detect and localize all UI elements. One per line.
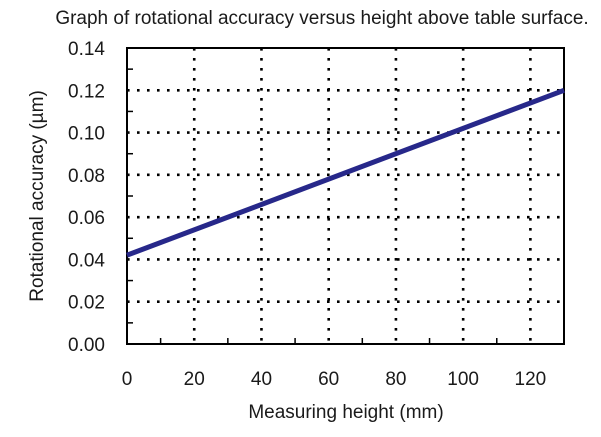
- x-tick-label: 20: [184, 369, 205, 390]
- series-layer: [126, 87, 565, 258]
- minor-ticks: [127, 68, 498, 344]
- y-tick-label: 0.12: [68, 81, 105, 102]
- y-tick-label: 0.06: [68, 208, 105, 229]
- x-tick-label: 40: [251, 369, 272, 390]
- x-tick-labels: 0 20 40 60 80 100 120: [122, 369, 547, 390]
- x-tick-label: 100: [447, 369, 479, 390]
- series-line: [126, 87, 565, 258]
- y-tick-label: 0.00: [68, 335, 105, 356]
- x-tick-label: 0: [122, 369, 133, 390]
- x-axis-label: Measuring height (mm): [248, 402, 443, 423]
- y-tick-label: 0.14: [68, 39, 105, 60]
- plot-frame: [126, 47, 565, 345]
- chart-title: Graph of rotational accuracy versus heig…: [55, 8, 588, 29]
- y-tick-label: 0.04: [68, 250, 105, 271]
- grid-lines: [127, 48, 564, 344]
- x-tick-label: 120: [515, 369, 547, 390]
- y-tick-labels: 0.00 0.02 0.04 0.06 0.08 0.10 0.12 0.14: [68, 39, 105, 356]
- x-tick-label: 80: [385, 369, 406, 390]
- y-tick-label: 0.08: [68, 166, 105, 187]
- x-tick-label: 60: [318, 369, 339, 390]
- y-tick-label: 0.10: [68, 124, 105, 145]
- y-tick-label: 0.02: [68, 293, 105, 314]
- y-axis-label: Rotational accuracy (µm): [27, 90, 48, 302]
